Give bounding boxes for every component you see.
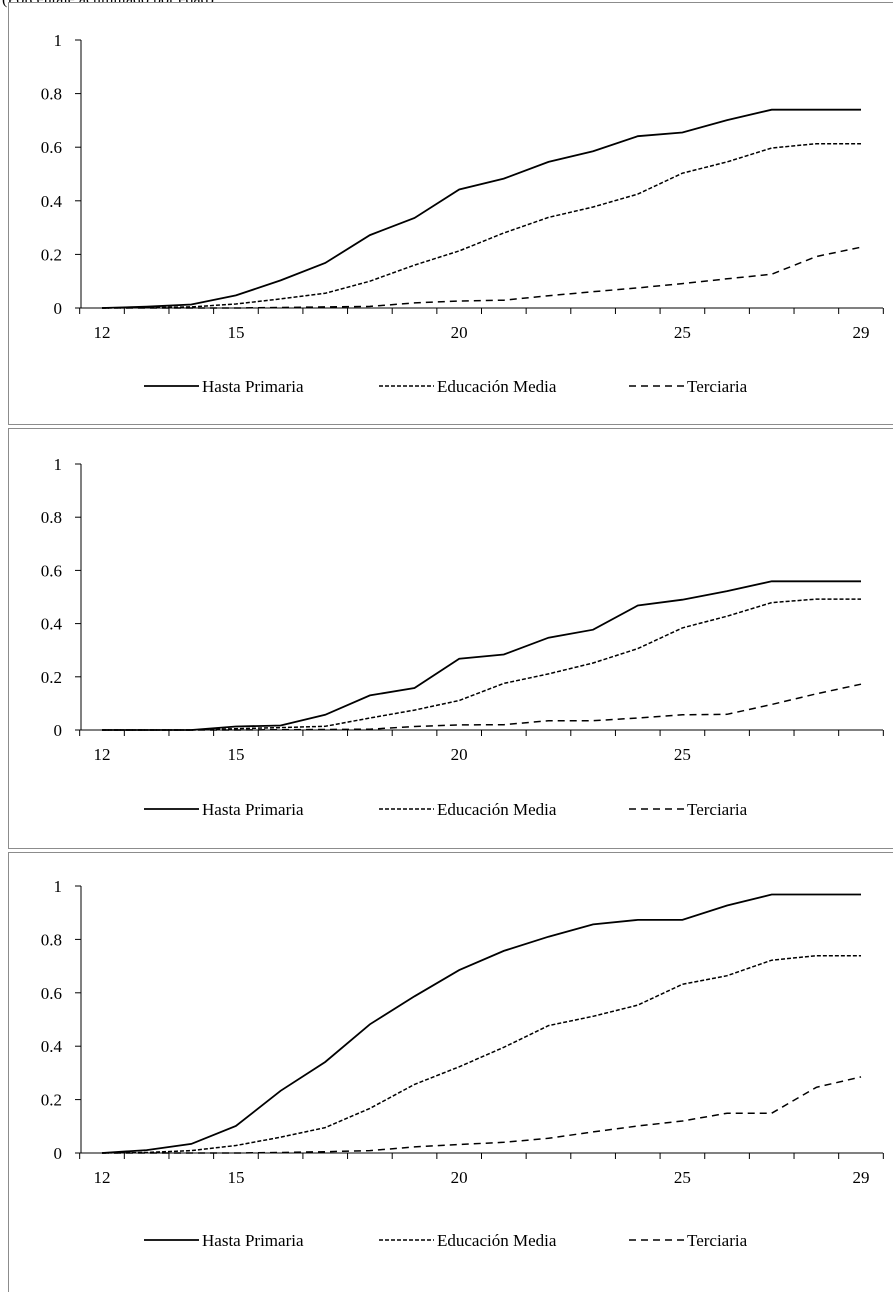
legend-label: Educación Media	[437, 800, 557, 819]
y-tick-label: 0	[54, 299, 63, 318]
y-tick-label: 0.6	[41, 984, 62, 1003]
chart-panel-2: 0 0.2 0.4 0.6 0.8 1 12 15 20 25 Hasta Primaria Educ…	[8, 428, 893, 849]
x-tick-label: 20	[451, 323, 468, 342]
x-tick-label: 20	[451, 745, 468, 764]
legend-label: Educación Media	[437, 1231, 557, 1250]
y-tick-label: 0.8	[41, 508, 62, 527]
legend-label: Hasta Primaria	[202, 377, 304, 396]
x-tick-label: 12	[94, 1168, 111, 1187]
series-line-dotted	[101, 954, 861, 1154]
series-line-dotted	[102, 598, 861, 731]
y-tick-label: 0.8	[41, 930, 62, 949]
series-line-dashed	[102, 246, 862, 309]
series-line-dotted	[101, 142, 861, 309]
x-tick-label: 15	[227, 323, 244, 342]
series-line-dashed	[102, 683, 862, 731]
y-tick-label: 0.8	[41, 85, 62, 104]
y-tick-label: 0	[54, 1144, 63, 1163]
chart-panel-3: 0 0.2 0.4 0.6 0.8 1 12 15 20 25 29 Hasta Primaria Ed…	[8, 852, 893, 1292]
series-line-solid	[101, 108, 861, 309]
y-tick-label: 1	[54, 31, 63, 50]
y-tick-label: 0.6	[41, 138, 62, 157]
x-tick-label: 29	[853, 1168, 870, 1187]
line-chart-3: 0 0.2 0.4 0.6 0.8 1 12 15 20 25 29 Hasta Primaria Ed…	[41, 877, 884, 1250]
y-tick-label: 0.2	[41, 668, 62, 687]
y-tick-label: 0	[54, 721, 63, 740]
line-chart-1: 0 0.2 0.4 0.6 0.8 1 12 15 20 25 29 Hasta Primaria Ed…	[41, 31, 884, 396]
series-line-dashed	[102, 1076, 862, 1154]
legend-label: Terciaria	[687, 800, 748, 819]
y-tick-label: 0.2	[41, 1091, 62, 1110]
line-chart-2: 0 0.2 0.4 0.6 0.8 1 12 15 20 25 Hasta Primaria Educ…	[41, 455, 884, 819]
x-tick-label: 20	[451, 1168, 468, 1187]
y-tick-label: 1	[54, 877, 63, 896]
y-tick-label: 0.6	[41, 561, 62, 580]
legend-label: Hasta Primaria	[202, 800, 304, 819]
x-tick-label: 29	[853, 323, 870, 342]
chart-panel-1: 0 0.2 0.4 0.6 0.8 1 12 15 20 25 29 Hasta Primaria Ed…	[8, 2, 893, 425]
x-tick-label: 12	[94, 323, 111, 342]
legend-label: Hasta Primaria	[202, 1231, 304, 1250]
y-tick-label: 0.2	[41, 245, 62, 264]
x-tick-label: 25	[674, 1168, 691, 1187]
x-tick-label: 25	[674, 745, 691, 764]
y-tick-label: 0.4	[41, 1037, 63, 1056]
y-tick-label: 0.4	[41, 615, 63, 634]
x-tick-label: 15	[227, 1168, 244, 1187]
series-line-solid	[101, 893, 861, 1154]
x-tick-label: 12	[94, 745, 111, 764]
y-tick-label: 0.4	[41, 192, 63, 211]
legend-label: Terciaria	[687, 377, 748, 396]
legend-label: Terciaria	[687, 1231, 748, 1250]
legend-label: Educación Media	[437, 377, 557, 396]
x-tick-label: 15	[227, 745, 244, 764]
y-tick-label: 1	[54, 455, 63, 474]
series-line-solid	[102, 580, 861, 731]
x-tick-label: 25	[674, 323, 691, 342]
